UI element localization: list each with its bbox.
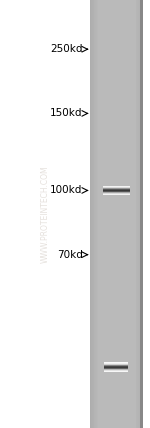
Bar [104, 364, 128, 365]
FancyBboxPatch shape [121, 0, 122, 428]
Bar [103, 191, 130, 192]
FancyBboxPatch shape [90, 0, 91, 428]
Text: WWW.PROTEINTECH.COM: WWW.PROTEINTECH.COM [40, 165, 50, 263]
FancyBboxPatch shape [113, 0, 114, 428]
Bar [104, 371, 128, 372]
Bar [103, 186, 130, 187]
FancyBboxPatch shape [131, 0, 132, 428]
Bar [103, 187, 130, 188]
FancyBboxPatch shape [95, 0, 96, 428]
FancyBboxPatch shape [116, 0, 117, 428]
FancyBboxPatch shape [119, 0, 120, 428]
FancyBboxPatch shape [97, 0, 98, 428]
Bar [103, 191, 130, 192]
FancyBboxPatch shape [91, 0, 92, 428]
Bar [104, 371, 128, 372]
FancyBboxPatch shape [141, 0, 142, 428]
FancyBboxPatch shape [112, 0, 113, 428]
FancyBboxPatch shape [118, 0, 119, 428]
FancyBboxPatch shape [108, 0, 109, 428]
FancyBboxPatch shape [100, 0, 101, 428]
Bar [104, 366, 128, 367]
FancyBboxPatch shape [92, 0, 93, 428]
Bar [104, 364, 128, 365]
FancyBboxPatch shape [137, 0, 138, 428]
Bar [103, 188, 130, 189]
Bar [104, 368, 128, 369]
Bar [103, 193, 130, 194]
FancyBboxPatch shape [93, 0, 94, 428]
Bar [104, 365, 128, 366]
Bar [103, 193, 130, 194]
FancyBboxPatch shape [110, 0, 111, 428]
FancyBboxPatch shape [105, 0, 106, 428]
Text: 70kd: 70kd [57, 250, 82, 260]
FancyBboxPatch shape [115, 0, 116, 428]
FancyBboxPatch shape [133, 0, 134, 428]
Bar [103, 194, 130, 195]
FancyBboxPatch shape [96, 0, 97, 428]
Bar [103, 192, 130, 193]
Bar [103, 188, 130, 189]
FancyBboxPatch shape [101, 0, 102, 428]
FancyBboxPatch shape [111, 0, 112, 428]
FancyBboxPatch shape [120, 0, 121, 428]
Text: 100kd: 100kd [50, 185, 82, 196]
FancyBboxPatch shape [100, 0, 101, 428]
Bar [103, 189, 130, 190]
FancyBboxPatch shape [140, 0, 141, 428]
FancyBboxPatch shape [127, 0, 128, 428]
FancyBboxPatch shape [134, 0, 135, 428]
Bar [103, 186, 130, 187]
Bar [103, 189, 130, 190]
FancyBboxPatch shape [126, 0, 127, 428]
Text: 250kd: 250kd [50, 44, 82, 54]
FancyBboxPatch shape [135, 0, 136, 428]
FancyBboxPatch shape [98, 0, 99, 428]
Bar [104, 367, 128, 368]
Bar [103, 190, 130, 191]
FancyBboxPatch shape [107, 0, 108, 428]
FancyBboxPatch shape [130, 0, 131, 428]
Bar [104, 363, 128, 364]
FancyBboxPatch shape [139, 0, 140, 428]
FancyBboxPatch shape [103, 0, 104, 428]
Bar [104, 369, 128, 370]
FancyBboxPatch shape [138, 0, 139, 428]
FancyBboxPatch shape [106, 0, 107, 428]
FancyBboxPatch shape [136, 0, 137, 428]
Bar [104, 365, 128, 366]
Bar [140, 0, 142, 428]
FancyBboxPatch shape [123, 0, 124, 428]
Bar [104, 367, 128, 368]
FancyBboxPatch shape [109, 0, 110, 428]
FancyBboxPatch shape [129, 0, 130, 428]
Bar [103, 190, 130, 191]
FancyBboxPatch shape [122, 0, 123, 428]
Bar [103, 187, 130, 188]
FancyBboxPatch shape [125, 0, 126, 428]
Bar [104, 369, 128, 370]
FancyBboxPatch shape [104, 0, 105, 428]
Bar [103, 194, 130, 195]
Bar [104, 370, 128, 371]
FancyBboxPatch shape [102, 0, 103, 428]
FancyBboxPatch shape [117, 0, 118, 428]
Bar [103, 192, 130, 193]
FancyBboxPatch shape [132, 0, 133, 428]
Bar [104, 368, 128, 369]
FancyBboxPatch shape [94, 0, 95, 428]
FancyBboxPatch shape [99, 0, 100, 428]
FancyBboxPatch shape [114, 0, 115, 428]
FancyBboxPatch shape [124, 0, 125, 428]
Bar [104, 366, 128, 367]
Bar [104, 363, 128, 364]
FancyBboxPatch shape [128, 0, 129, 428]
Bar [104, 370, 128, 371]
Text: 150kd: 150kd [50, 108, 82, 119]
